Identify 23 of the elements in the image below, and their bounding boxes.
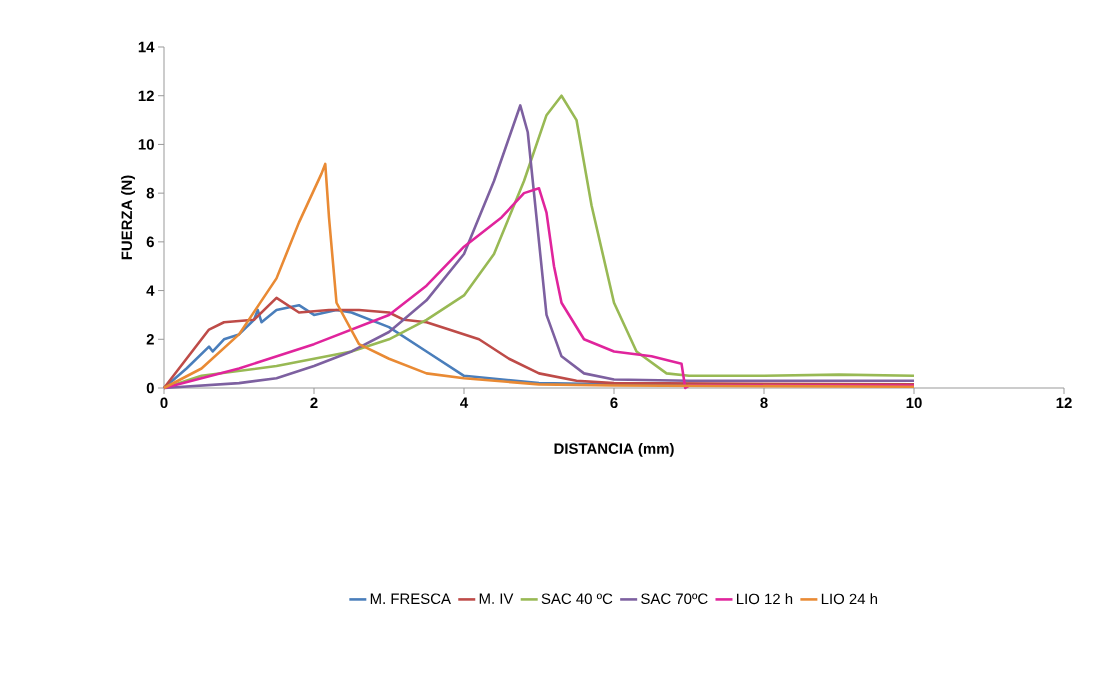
legend-label: LIO 12 h — [737, 593, 793, 605]
y-tick-label: 12 — [138, 90, 154, 101]
x-tick-label: 4 — [460, 397, 469, 408]
y-tick-label: 6 — [146, 236, 154, 248]
x-tick-label: 2 — [310, 397, 318, 408]
x-tick-label: 8 — [760, 397, 768, 409]
legend-label: M. IV — [479, 593, 514, 604]
y-tick-label: 8 — [146, 187, 155, 199]
legend-label: SAC 70ºC — [641, 593, 708, 605]
y-tick-label: 14 — [138, 41, 155, 53]
legend-label: M. FRESCA — [370, 593, 451, 605]
x-tick-label: 12 — [1056, 397, 1072, 408]
y-tick-label: 4 — [146, 285, 155, 296]
x-tick-label: 6 — [610, 397, 618, 409]
legend-label: LIO 24 h — [821, 593, 878, 605]
x-tick-label: 10 — [906, 397, 922, 409]
y-tick-label: 10 — [138, 139, 154, 150]
x-axis-title: DISTANCIA (mm) — [554, 442, 674, 457]
y-tick-label: 0 — [146, 382, 154, 394]
y-axis-title: FUERZA (N) — [121, 175, 136, 260]
x-tick-label: 0 — [160, 397, 168, 409]
legend-label: SAC 40 ºC — [541, 593, 613, 605]
y-tick-label: 2 — [146, 334, 154, 345]
